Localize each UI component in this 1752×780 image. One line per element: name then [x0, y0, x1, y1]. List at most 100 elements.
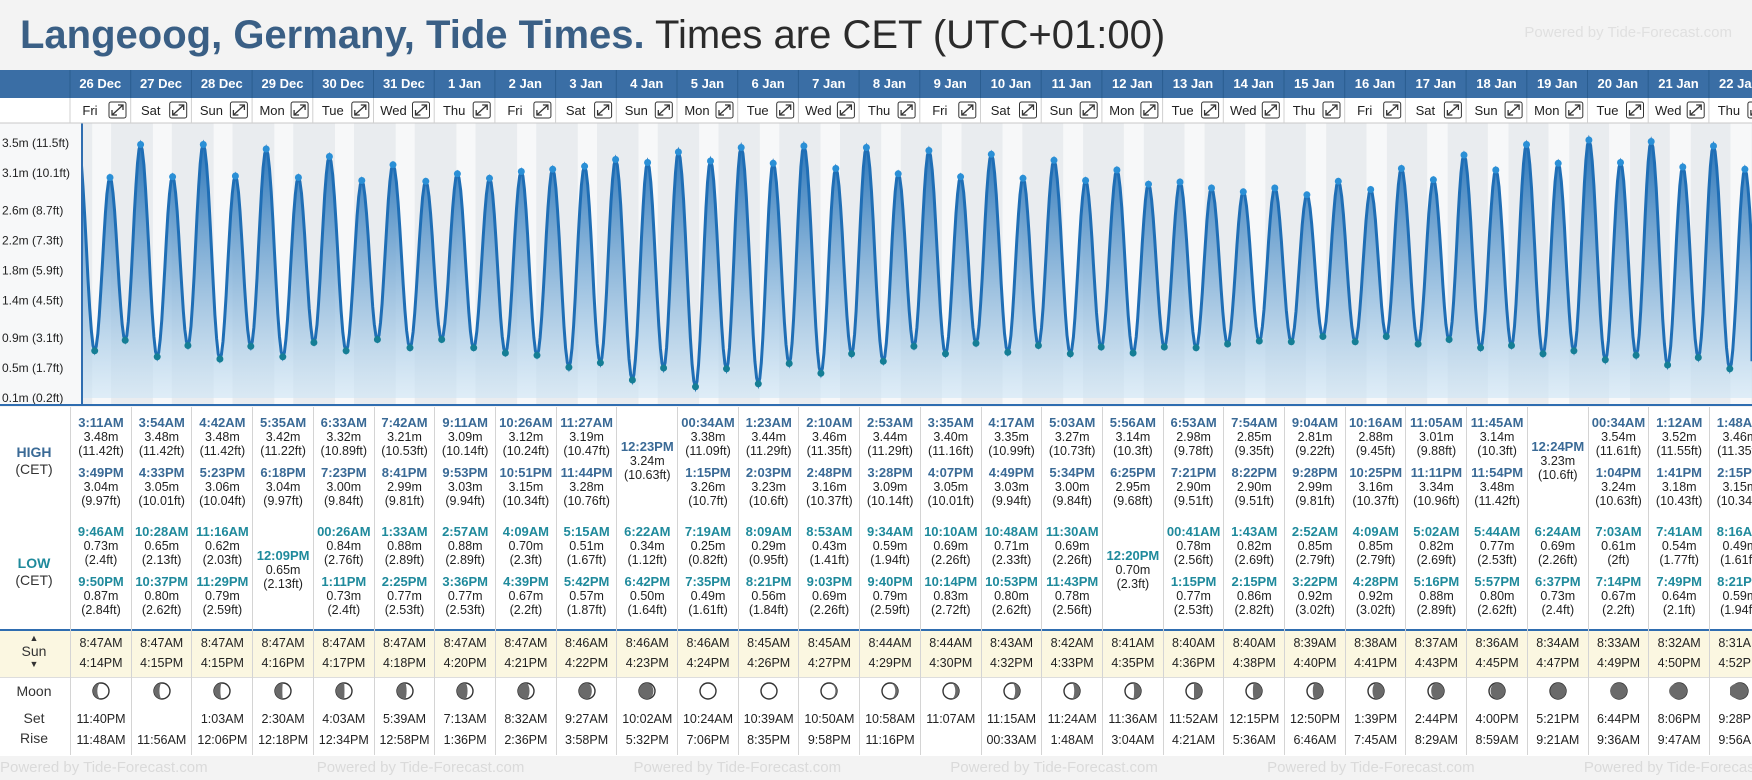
- high-tide-meters: 3.09m: [447, 430, 483, 444]
- high-tide-feet: (11.42ft): [138, 444, 185, 458]
- expand-icon: [961, 104, 974, 116]
- low-tide-point: [247, 342, 255, 350]
- day-column: 4:42AM 3.48m (11.42ft) 5:23PM 3.06m (10.04ft)…: [191, 407, 252, 755]
- moon-disc: [699, 682, 717, 700]
- high-tide: 5:56AM 3.14m (10.3ft): [1103, 416, 1163, 459]
- high-tide-point: [294, 174, 302, 181]
- high-tide: 11:54PM 3.48m (11.42ft): [1467, 466, 1527, 509]
- high-tide-feet: (10.3ft): [1113, 444, 1153, 458]
- day-of-week-label: Sun: [1050, 103, 1073, 118]
- moon-shadow: [1490, 683, 1506, 699]
- moonset-time: 10:39AM: [743, 712, 794, 726]
- low-tide: 10:14PM 0.83m (2.72ft): [921, 575, 981, 618]
- low-tide-feet: (1.67ft): [566, 553, 607, 567]
- low-tide-meters: 0.51m: [569, 539, 604, 553]
- low-tide-feet: (2.62ft): [1477, 603, 1517, 617]
- low-tz-label: (CET): [15, 572, 53, 588]
- y-tick-label: 2.6m (8.7ft): [2, 204, 63, 218]
- high-tide-time: 11:05AM: [1410, 415, 1463, 430]
- moonset-time: 8:32AM: [504, 712, 548, 726]
- day-of-week-label: Sat: [1416, 103, 1436, 118]
- high-tide-point: [612, 156, 620, 163]
- moon-shadow: [1072, 683, 1081, 699]
- tide-line: [68, 134, 1752, 393]
- low-tide-point: [1694, 354, 1702, 361]
- high-tide-point: [549, 165, 557, 173]
- low-tide-time: 6:42PM: [624, 574, 671, 589]
- high-tide-time: 1:15PM: [685, 465, 731, 480]
- date-label: 31 Dec: [383, 76, 425, 91]
- low-tide-meters: 0.59m: [1722, 589, 1752, 603]
- high-tide-meters: 3.42m: [265, 430, 301, 444]
- moon-shadow: [1132, 683, 1141, 699]
- high-tide-meters: 3.23m: [751, 480, 787, 494]
- expand-icon: [536, 104, 549, 116]
- moonrise-time: 4:21AM: [1172, 733, 1216, 747]
- day-of-week-label: Thu: [868, 103, 890, 118]
- low-tide-time: 11:16AM: [196, 524, 249, 539]
- low-tide-feet: (2.4ft): [327, 603, 361, 617]
- low-tide-point: [1726, 365, 1734, 373]
- expand-icon: [1750, 110, 1752, 116]
- day-column: 4:17AM 3.35m (10.99ft) 4:49PM 3.03m (9.94ft) 1…: [980, 407, 1042, 755]
- high-tide-time: 1:04PM: [1595, 465, 1642, 480]
- moon-phase-icon: [517, 682, 535, 700]
- high-tide: 7:42AM 3.21m (10.53ft): [375, 416, 435, 459]
- low-tide: 5:16PM 0.88m (2.89ft): [1406, 575, 1466, 618]
- sunrise-time: 8:47AM: [322, 636, 366, 650]
- high-tide-meters: 3.48m: [83, 430, 119, 444]
- low-tide-feet: (2.89ft): [445, 553, 485, 567]
- low-tide: 10:10AM 0.69m (2.26ft): [921, 525, 981, 568]
- high-tide-time: 6:33AM: [320, 415, 367, 430]
- moonset-time: 9:27AM: [565, 712, 609, 726]
- low-tide-meters: 0.88m: [1419, 589, 1454, 603]
- low-tide: 12:20PM 0.70m (2.3ft): [1103, 549, 1163, 592]
- high-tide-feet: (9.88ft): [1416, 444, 1457, 458]
- low-tide-meters: 0.69m: [933, 539, 969, 553]
- footer-text: Powered by Tide-Forecast.com: [0, 759, 208, 776]
- high-tide-meters: 3.14m: [1115, 430, 1151, 444]
- low-tide-time: 5:42PM: [563, 574, 610, 589]
- low-tide-meters: 0.85m: [1358, 539, 1394, 553]
- low-tide-feet: (2.3ft): [1116, 577, 1150, 591]
- low-tide-time: 12:09PM: [256, 548, 310, 563]
- low-tide-feet: (2.56ft): [1052, 603, 1092, 617]
- high-tide-feet: (10.99ft): [988, 444, 1035, 458]
- high-tide-time: 3:28PM: [867, 465, 913, 480]
- moonrise-time: 5:32PM: [625, 733, 669, 747]
- low-tide-meters: 0.77m: [447, 589, 483, 603]
- high-tide-point: [231, 172, 239, 180]
- moonrise-time: 11:16PM: [865, 733, 915, 747]
- low-tide-meters: 0.70m: [508, 539, 544, 553]
- low-tide: 00:26AM 0.84m (2.76ft): [314, 525, 374, 568]
- watermark: Powered by Tide-Forecast.com: [1524, 24, 1732, 41]
- low-tide-point: [1319, 333, 1327, 340]
- day-of-week-label: Mon: [1534, 103, 1559, 118]
- low-tide-feet: (2.69ft): [1416, 553, 1457, 567]
- low-tide-meters: 0.77m: [387, 589, 422, 603]
- low-tide-point: [279, 353, 287, 361]
- low-tide-time: 8:53AM: [806, 524, 853, 539]
- high-tide-time: 5:03AM: [1049, 415, 1096, 430]
- high-tide-meters: 3.16m: [812, 480, 847, 494]
- high-tide-meters: 3.44m: [751, 430, 787, 444]
- low-tide-feet: (3.02ft): [1295, 603, 1335, 617]
- expand-icon: [475, 104, 488, 116]
- high-tide-meters: 3.40m: [933, 430, 969, 444]
- moonset-time: 5:39AM: [382, 712, 427, 726]
- location-title: Langeoog, Germany, Tide Times.: [20, 13, 645, 57]
- high-tide: 12:24PM 3.23m (10.6ft): [1528, 440, 1588, 483]
- low-tide-time: 8:21PM: [745, 574, 792, 589]
- high-tide-point: [1145, 180, 1152, 188]
- moonrise-time: 9:47AM: [1657, 733, 1701, 747]
- low-tide-meters: 0.71m: [994, 539, 1029, 553]
- high-tide: 4:49PM 3.03m (9.94ft): [982, 466, 1042, 509]
- sunset-time: 4:17PM: [322, 656, 366, 670]
- sun-up-icon: ▲: [29, 633, 39, 643]
- moon-phase-icon: [395, 682, 414, 700]
- moon-shadow: [829, 683, 838, 699]
- sunset-time: 4:15PM: [200, 656, 244, 670]
- low-tide-point: [596, 359, 604, 367]
- low-tide-feet: (2.79ft): [1295, 553, 1335, 567]
